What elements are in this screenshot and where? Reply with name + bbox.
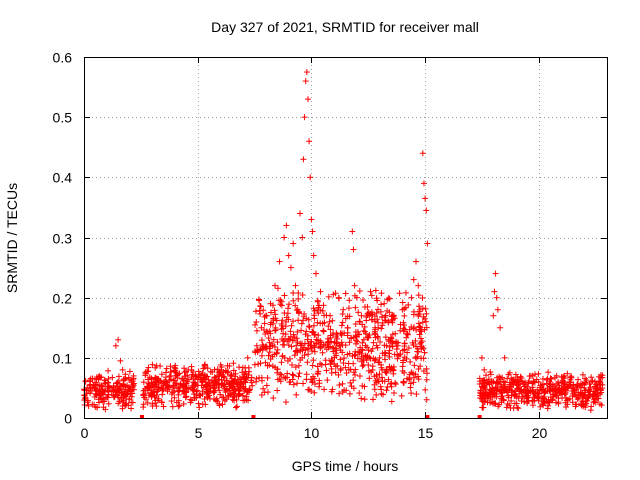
y-tick-labels: 0 0.1 0.2 0.3 0.4 0.5 0.6 xyxy=(53,50,73,427)
x-tick-label: 15 xyxy=(418,425,434,441)
x-axis-label: GPS time / hours xyxy=(292,458,399,474)
data-points xyxy=(81,69,606,414)
x-tick-label: 0 xyxy=(81,425,89,441)
chart-title: Day 327 of 2021, SRMTID for receiver mal… xyxy=(211,19,479,35)
gridlines xyxy=(84,57,607,419)
y-tick-label: 0.1 xyxy=(53,351,73,367)
y-axis-label: SRMTID / TECUs xyxy=(4,183,20,293)
y-tick-label: 0 xyxy=(64,411,72,427)
y-tick-label: 0.6 xyxy=(53,50,73,66)
y-tick-label: 0.5 xyxy=(53,110,73,126)
x-tick-label: 10 xyxy=(304,425,320,441)
x-tick-label: 20 xyxy=(532,425,548,441)
gap-marker xyxy=(139,415,144,419)
y-tick-label: 0.3 xyxy=(53,231,73,247)
gap-marker xyxy=(477,415,482,419)
axis-ticks xyxy=(84,57,607,419)
gap-marker xyxy=(425,415,430,419)
x-tick-labels: 0 5 10 15 20 xyxy=(81,425,548,441)
x-tick-label: 5 xyxy=(195,425,203,441)
plot-frame xyxy=(84,57,608,419)
gap-marker xyxy=(251,415,256,419)
data-gap-markers xyxy=(139,415,482,419)
y-tick-label: 0.4 xyxy=(53,170,73,186)
y-tick-label: 0.2 xyxy=(53,291,73,307)
